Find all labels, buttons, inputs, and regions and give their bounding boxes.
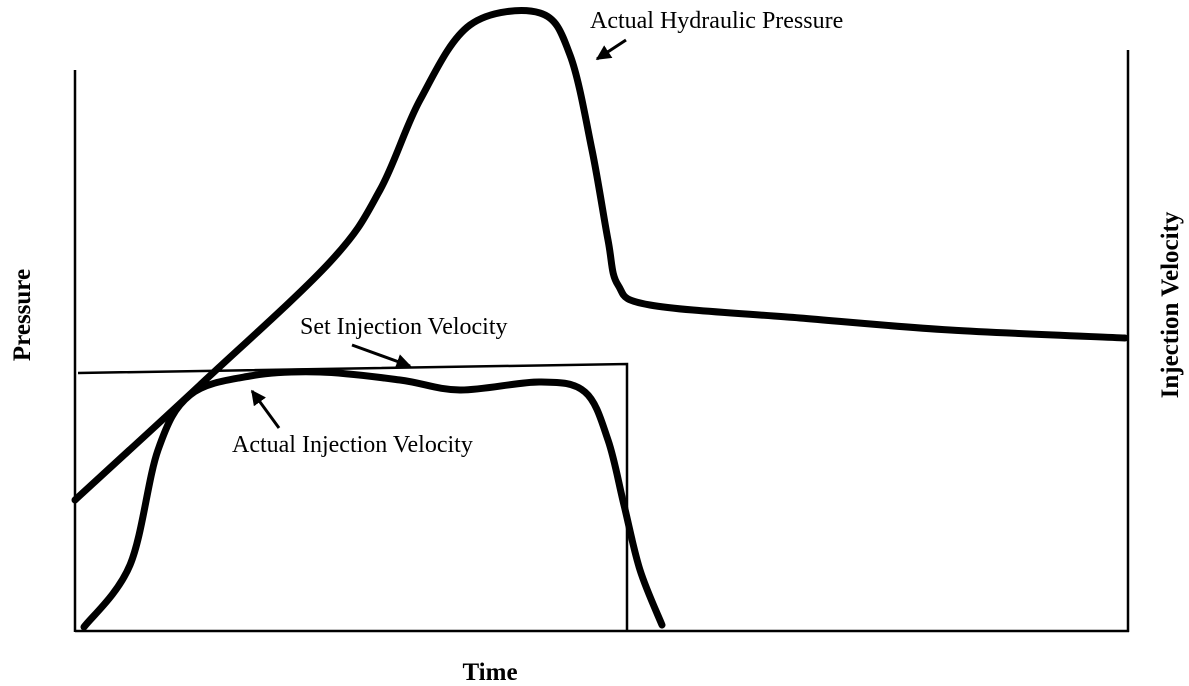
annotation: Actual Hydraulic Pressure — [590, 8, 843, 34]
set-velocity-line — [77, 362, 629, 630]
x-axis-title: Time — [462, 659, 517, 686]
annotation: Set Injection Velocity — [300, 314, 508, 340]
arrow — [351, 343, 412, 369]
annotation: Actual Injection Velocity — [232, 432, 473, 458]
y2-axis-title: Injection Velocity — [1157, 211, 1184, 398]
arrow — [250, 389, 281, 429]
actual-velocity-curve — [80, 368, 666, 631]
y-axis-title: Pressure — [9, 269, 36, 361]
hydraulic-pressure-curve — [71, 7, 1129, 504]
arrow — [595, 38, 627, 61]
